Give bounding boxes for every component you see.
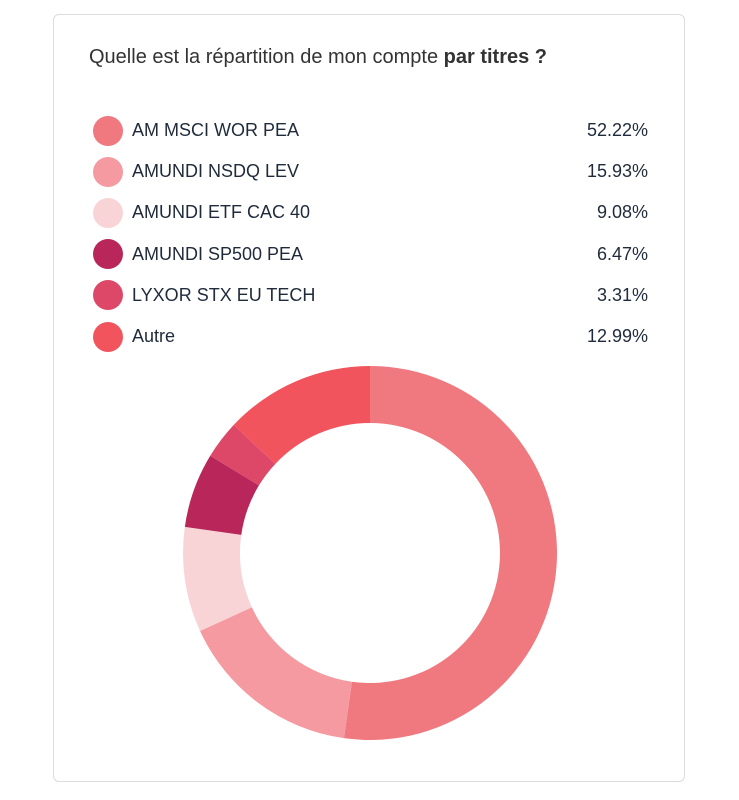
legend-label: AMUNDI SP500 PEA: [132, 243, 304, 264]
legend-value: 9.08%: [596, 202, 648, 223]
donut-slice: [183, 526, 252, 632]
chart-legend: AM MSCI WOR PEA 52.22% AMUNDI NSDQ LEV 15.9…: [93, 110, 648, 357]
donut-slice: [210, 424, 276, 486]
legend-swatch: [93, 239, 123, 270]
legend-value: 12.99%: [586, 326, 648, 347]
legend-swatch: [93, 321, 123, 352]
legend-item: AMUNDI ETF CAC 40 9.08%: [93, 192, 648, 233]
legend-label: Autre: [132, 326, 176, 347]
legend-item: LYXOR STX EU TECH 3.31%: [93, 275, 648, 316]
legend-item: Autre 12.99%: [93, 316, 648, 357]
legend-item: AMUNDI NSDQ LEV 15.93%: [93, 151, 648, 192]
legend-swatch: [93, 280, 123, 311]
legend-swatch: [93, 115, 123, 146]
legend-label: AMUNDI ETF CAC 40: [132, 202, 311, 223]
donut-slice: [184, 455, 259, 535]
card-title: Quelle est la répartition de mon compte …: [89, 46, 547, 69]
legend-swatch: [93, 156, 123, 187]
legend-label: AM MSCI WOR PEA: [132, 120, 300, 141]
donut-chart: [183, 366, 557, 740]
legend-value: 15.93%: [586, 161, 648, 182]
legend-label: AMUNDI NSDQ LEV: [132, 161, 300, 182]
legend-item: AMUNDI SP500 PEA 6.47%: [93, 234, 648, 275]
legend-value: 52.22%: [586, 120, 648, 141]
legend-item: AM MSCI WOR PEA 52.22%: [93, 110, 648, 151]
card-title-bold: par titres ?: [443, 46, 547, 68]
legend-value: 3.31%: [596, 284, 648, 305]
donut-slice: [344, 366, 557, 740]
legend-label: LYXOR STX EU TECH: [132, 284, 316, 305]
legend-value: 6.47%: [596, 243, 648, 264]
donut-slice: [200, 607, 352, 739]
donut-slice: [233, 366, 370, 464]
allocation-card: Quelle est la répartition de mon compte …: [53, 14, 685, 782]
card-title-prefix: Quelle est la répartition de mon compte: [89, 46, 444, 68]
legend-swatch: [93, 197, 123, 228]
